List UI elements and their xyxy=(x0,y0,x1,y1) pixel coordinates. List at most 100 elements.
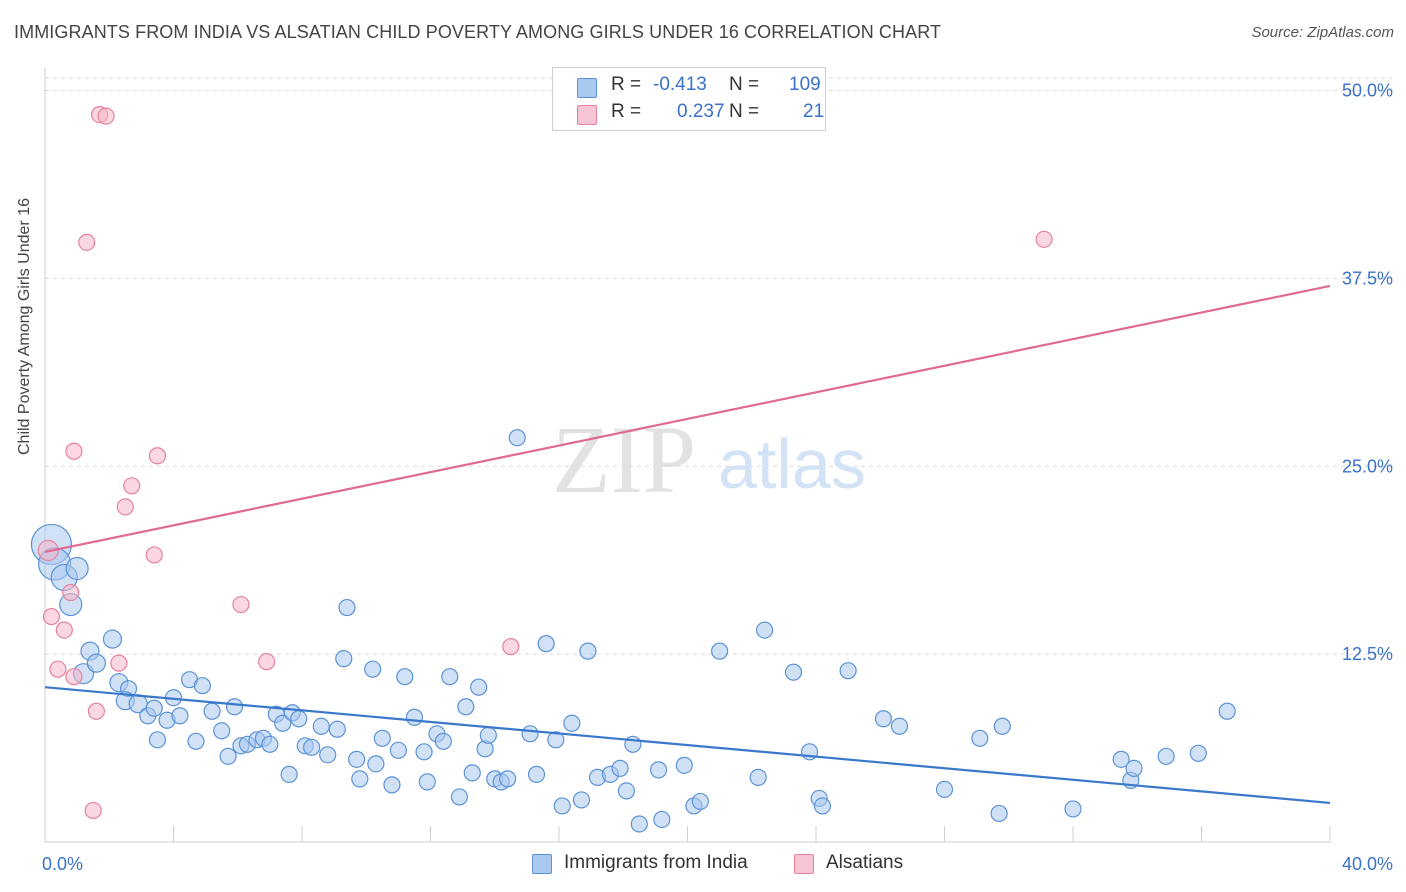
india-point xyxy=(219,747,237,765)
bottom-legend-swatch-india xyxy=(532,854,552,874)
india-point xyxy=(993,717,1011,735)
india-point xyxy=(213,722,231,740)
alsatian-point xyxy=(123,477,141,495)
india-point xyxy=(649,761,668,779)
legend-n-label: N = xyxy=(729,74,760,95)
alsatian-point xyxy=(97,107,115,125)
legend-n-value: 21 xyxy=(803,101,825,122)
india-point xyxy=(389,741,407,759)
india-point xyxy=(527,765,546,783)
india-point xyxy=(203,702,221,720)
india-point xyxy=(935,780,954,798)
india-point xyxy=(470,678,488,696)
india-point xyxy=(328,720,346,738)
bottom-legend-label-india: Immigrants from India xyxy=(564,852,748,873)
alsatian-point xyxy=(1035,230,1053,248)
alsatian-point xyxy=(65,668,83,686)
india-point xyxy=(1125,759,1143,777)
india-point xyxy=(102,629,123,649)
legend-r-value: 0.237 xyxy=(677,101,725,122)
india-point xyxy=(572,791,591,809)
india-point xyxy=(319,746,337,764)
india-point xyxy=(499,770,517,788)
alsatian-point xyxy=(145,546,163,564)
alsatian-points xyxy=(37,105,1053,820)
alsatian-point xyxy=(148,447,167,465)
india-point xyxy=(553,797,571,815)
india-point xyxy=(274,714,292,732)
alsatian-point xyxy=(84,801,102,820)
india-point xyxy=(312,717,330,735)
india-point xyxy=(1218,702,1236,720)
legend-r-label: R = xyxy=(611,101,642,122)
india-point xyxy=(749,768,767,786)
india-point xyxy=(418,773,436,791)
alsatian-point xyxy=(42,607,61,626)
india-point xyxy=(171,707,189,725)
india-point xyxy=(450,788,469,806)
alsatian-point xyxy=(232,595,250,614)
india-point xyxy=(335,650,353,668)
india-point xyxy=(348,750,366,768)
watermark: ZIP atlas xyxy=(552,406,866,513)
india-point xyxy=(383,776,401,794)
india-point xyxy=(691,792,709,811)
india-point xyxy=(1112,750,1130,768)
chart-title: IMMIGRANTS FROM INDIA VS ALSATIAN CHILD … xyxy=(14,22,942,42)
alsatian-point xyxy=(78,233,96,251)
india-point xyxy=(351,770,369,788)
india-point xyxy=(617,782,636,800)
alsatian-point xyxy=(116,498,134,516)
alsatian-point xyxy=(62,583,80,602)
watermark-zip: ZIP xyxy=(552,406,696,513)
gridlines xyxy=(45,77,1392,655)
india-point xyxy=(630,815,648,833)
india-point xyxy=(813,797,832,815)
india-point xyxy=(990,804,1008,823)
india-point xyxy=(755,621,774,639)
india-point xyxy=(364,660,382,678)
india-point xyxy=(839,662,857,680)
india-point xyxy=(415,743,433,761)
alsatian-point xyxy=(258,653,276,671)
watermark-atlas: atlas xyxy=(718,425,866,503)
india-point xyxy=(874,710,893,728)
india-point xyxy=(338,598,356,617)
y-tick-label: 50.0% xyxy=(1342,81,1393,101)
alsatian-point xyxy=(65,442,83,460)
correlation-legend: R = -0.413 N = 109 R = 0.237 N = 21 xyxy=(552,67,826,131)
india-point xyxy=(479,726,497,744)
india-point xyxy=(508,429,526,447)
india-point xyxy=(1064,800,1082,818)
india-point xyxy=(280,765,298,783)
india-point xyxy=(396,668,414,686)
india-point xyxy=(971,729,989,747)
india-point xyxy=(890,717,909,735)
tick-labels: 12.5% 25.0% 37.5% 50.0% 0.0% 40.0% xyxy=(42,81,1393,874)
india-point xyxy=(148,731,167,749)
india-point xyxy=(367,755,385,773)
india-point xyxy=(457,698,475,716)
legend-n-label: N = xyxy=(729,101,760,122)
india-trend-line xyxy=(44,686,1331,805)
india-point xyxy=(463,764,481,782)
alsatian-point xyxy=(502,638,520,656)
india-point xyxy=(441,668,459,686)
x-tick-label: 0.0% xyxy=(42,854,83,874)
india-point xyxy=(653,810,671,829)
india-point xyxy=(373,729,391,747)
india-point xyxy=(405,708,424,726)
x-tick-label: 40.0% xyxy=(1342,854,1393,874)
axes xyxy=(44,68,1331,843)
india-point xyxy=(1189,744,1207,762)
y-tick-label: 37.5% xyxy=(1342,268,1393,288)
legend-swatch-india xyxy=(577,78,597,98)
trend-lines xyxy=(44,284,1331,805)
alsatian-point xyxy=(87,702,106,720)
alsatian-point xyxy=(55,621,73,639)
india-point xyxy=(65,556,89,581)
india-point xyxy=(303,738,321,756)
bottom-legend-label-alsatian: Alsatians xyxy=(826,852,904,873)
india-point xyxy=(193,677,212,695)
